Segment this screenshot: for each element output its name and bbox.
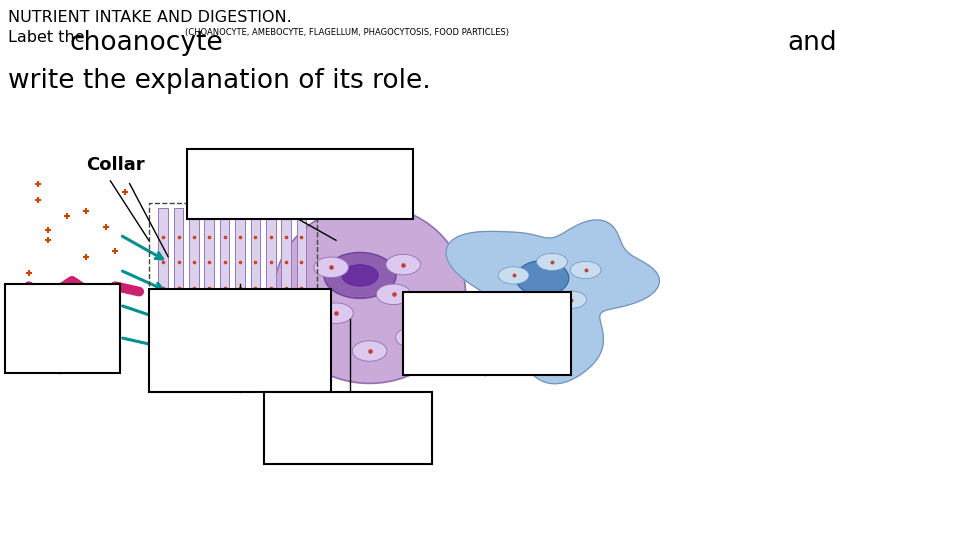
Bar <box>220 208 229 354</box>
Ellipse shape <box>274 205 466 383</box>
Ellipse shape <box>508 305 539 322</box>
Text: and: and <box>787 30 837 56</box>
Text: NUTRIENT INTAKE AND DIGESTION.: NUTRIENT INTAKE AND DIGESTION. <box>8 10 292 25</box>
Bar <box>149 202 317 356</box>
Ellipse shape <box>516 260 568 295</box>
Ellipse shape <box>376 284 411 305</box>
Bar <box>158 208 168 354</box>
Ellipse shape <box>324 252 396 298</box>
Bar <box>281 208 291 354</box>
Bar <box>5 284 120 373</box>
Text: write the explanation of its role.: write the explanation of its role. <box>8 68 430 93</box>
Text: Labet the: Labet the <box>8 30 89 45</box>
Text: (CHOANOCYTE, AMEBOCYTE, FLAGELLUM, PHAGOCYTOSIS, FOOD PARTICLES): (CHOANOCYTE, AMEBOCYTE, FLAGELLUM, PHAGO… <box>185 28 509 37</box>
Ellipse shape <box>396 327 430 348</box>
Bar <box>264 392 432 464</box>
Ellipse shape <box>386 254 420 275</box>
Bar <box>187 148 413 219</box>
Text: Collar: Collar <box>86 156 145 174</box>
Bar <box>189 208 199 354</box>
Ellipse shape <box>314 257 348 278</box>
Bar <box>266 208 276 354</box>
Ellipse shape <box>352 341 387 361</box>
Ellipse shape <box>570 261 601 279</box>
Ellipse shape <box>556 291 587 308</box>
Bar <box>297 208 306 354</box>
Ellipse shape <box>319 303 353 323</box>
Ellipse shape <box>537 253 567 271</box>
Bar <box>235 208 245 354</box>
Polygon shape <box>446 220 660 384</box>
Bar <box>403 292 571 375</box>
Bar <box>251 208 260 354</box>
Bar <box>149 289 331 392</box>
Bar <box>174 208 183 354</box>
Ellipse shape <box>498 267 529 284</box>
Ellipse shape <box>342 265 378 286</box>
Bar <box>204 208 214 354</box>
Text: choanocyte: choanocyte <box>69 30 223 56</box>
